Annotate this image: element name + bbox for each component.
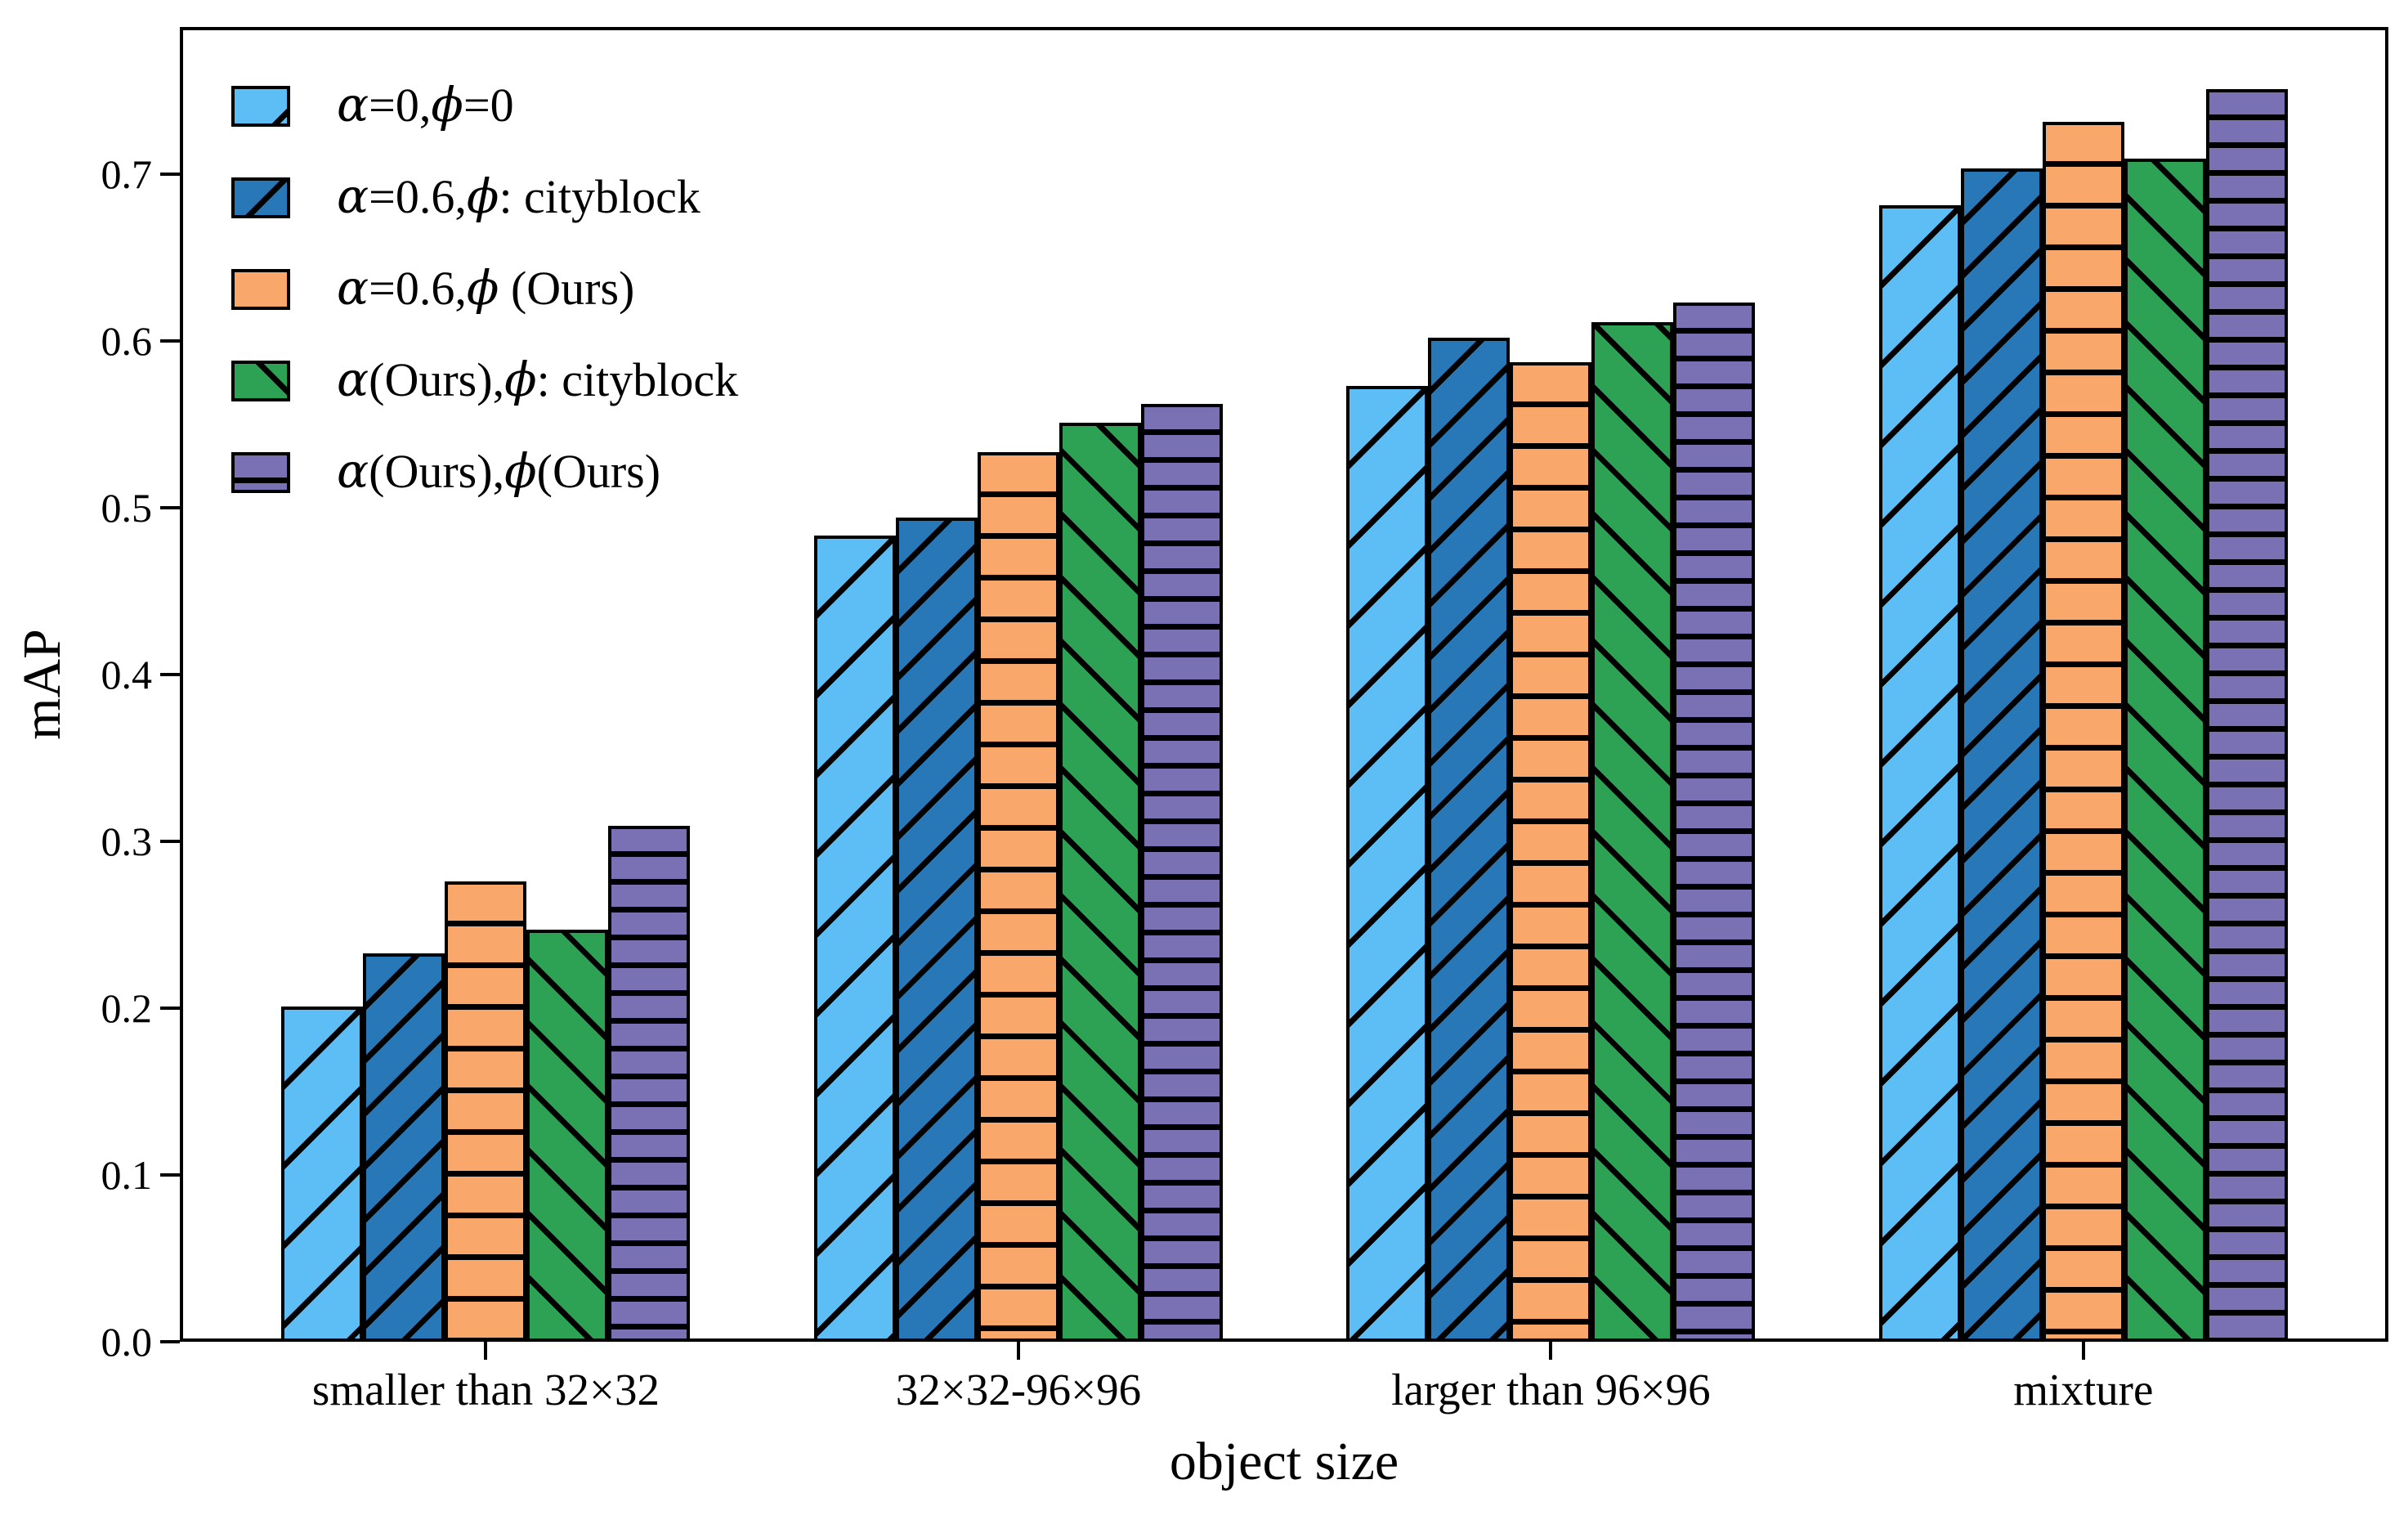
x-tick-label: 32×32-96×96 — [895, 1365, 1142, 1415]
x-tick-mark — [1549, 1342, 1553, 1360]
legend-swatch-0 — [231, 86, 290, 127]
y-tick-label: 0.1 — [101, 1151, 153, 1198]
legend-swatch-2 — [231, 269, 290, 310]
y-tick-label: 0.4 — [101, 651, 153, 697]
y-tick-label: 0.2 — [101, 984, 153, 1031]
y-tick-mark — [160, 672, 180, 676]
x-axis-title: object size — [1169, 1432, 1399, 1491]
x-tick-mark — [2081, 1342, 2085, 1360]
bar-series4-cat1 — [1140, 404, 1223, 1342]
y-tick-label: 0.0 — [101, 1319, 153, 1365]
legend-label-1: α=0.6,ϕ: cityblock — [337, 168, 700, 224]
x-tick-label: smaller than 32×32 — [311, 1365, 660, 1415]
legend-label-0: α=0,ϕ=0 — [337, 77, 514, 132]
bar-series3-cat2 — [1591, 322, 1674, 1342]
legend-swatch-4 — [231, 452, 290, 493]
bar-series2-cat1 — [977, 452, 1059, 1342]
x-tick-label: larger than 96×96 — [1391, 1365, 1711, 1415]
y-tick-label: 0.5 — [101, 484, 153, 531]
bar-series0-cat0 — [281, 1006, 364, 1342]
y-tick-mark — [160, 839, 180, 843]
bar-series1-cat2 — [1428, 337, 1511, 1342]
y-tick-label: 0.6 — [101, 317, 153, 364]
legend-label-3: α(Ours),ϕ: cityblock — [337, 352, 739, 407]
legend-label-2: α=0.6,ϕ (Ours) — [337, 260, 635, 316]
bar-series1-cat3 — [1960, 168, 2043, 1342]
bar-series0-cat1 — [813, 536, 896, 1342]
y-tick-mark — [160, 505, 180, 509]
bar-series0-cat2 — [1346, 385, 1429, 1342]
bar-series2-cat3 — [2042, 122, 2124, 1342]
bar-series0-cat3 — [1878, 205, 1961, 1342]
bar-series1-cat1 — [895, 517, 978, 1342]
x-tick-mark — [1016, 1342, 1020, 1360]
y-tick-mark — [160, 1173, 180, 1177]
legend-label-4: α(Ours),ϕ(Ours) — [337, 443, 661, 499]
bar-series3-cat0 — [526, 929, 609, 1342]
y-tick-mark — [160, 1006, 180, 1010]
y-tick-mark — [160, 339, 180, 343]
bar-series3-cat3 — [2124, 159, 2206, 1342]
y-tick-label: 0.7 — [101, 150, 153, 197]
y-tick-label: 0.3 — [101, 818, 153, 864]
bar-series1-cat0 — [363, 953, 445, 1342]
legend-swatch-3 — [231, 361, 290, 401]
x-tick-mark — [484, 1342, 488, 1360]
bar-series4-cat3 — [2205, 88, 2288, 1342]
bar-series3-cat1 — [1059, 422, 1141, 1342]
y-tick-mark — [160, 1340, 180, 1343]
bar-series4-cat0 — [608, 826, 691, 1342]
bar-series4-cat2 — [1673, 302, 1756, 1342]
bar-series2-cat2 — [1510, 362, 1592, 1342]
legend-swatch-1 — [231, 177, 290, 218]
bar-series2-cat0 — [445, 881, 527, 1342]
x-tick-label: mixture — [2013, 1365, 2154, 1415]
y-tick-mark — [160, 172, 180, 176]
